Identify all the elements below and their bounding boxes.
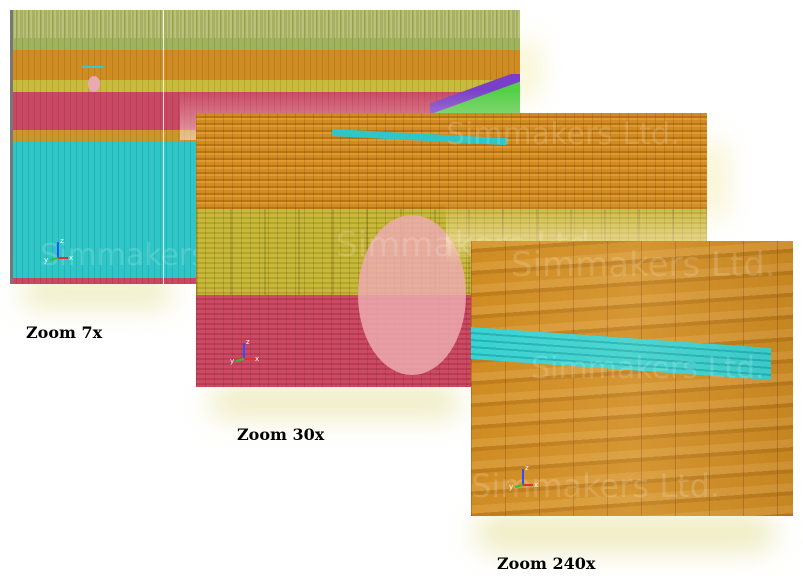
axis-triad: z x y (44, 238, 74, 268)
lighting-shade (471, 241, 793, 516)
caption-zoom-240x: Zoom 240x (497, 554, 596, 573)
axis-z-label: z (525, 464, 529, 472)
orange-layer (196, 113, 707, 209)
cyan-lens (82, 66, 104, 68)
green-layer (10, 38, 520, 50)
axis-z-label: z (246, 338, 250, 346)
view-edge (10, 10, 13, 284)
axis-icon (235, 343, 254, 362)
pink-inclusion (88, 76, 100, 92)
mesh-cells (471, 241, 793, 516)
panel-30x-glow (210, 387, 460, 417)
panel-7x-side-glow (515, 40, 535, 100)
axis-y-label: y (230, 357, 235, 365)
axis-y-label: y (44, 256, 49, 264)
axis-icon (514, 469, 533, 488)
axis-x-label: x (534, 481, 539, 489)
axis-x-label: x (69, 254, 74, 262)
axis-x-label: x (255, 355, 260, 363)
caption-zoom-7x: Zoom 7x (26, 323, 103, 342)
section-divider (163, 10, 164, 284)
axis-triad: z x y (230, 339, 260, 369)
zoom-240x-view: Simmakers Ltd. Simmakers Ltd. Simmakers … (471, 241, 793, 516)
panel-7x-glow (22, 280, 172, 306)
axis-y-label: y (509, 483, 514, 491)
axis-icon (49, 242, 68, 261)
yellow-layer (10, 80, 520, 92)
axis-z-label: z (60, 237, 64, 245)
panel-240x-glow (475, 515, 775, 551)
axis-triad: z x y (509, 465, 539, 495)
caption-zoom-30x: Zoom 30x (237, 425, 325, 444)
surface-layer (10, 10, 520, 38)
